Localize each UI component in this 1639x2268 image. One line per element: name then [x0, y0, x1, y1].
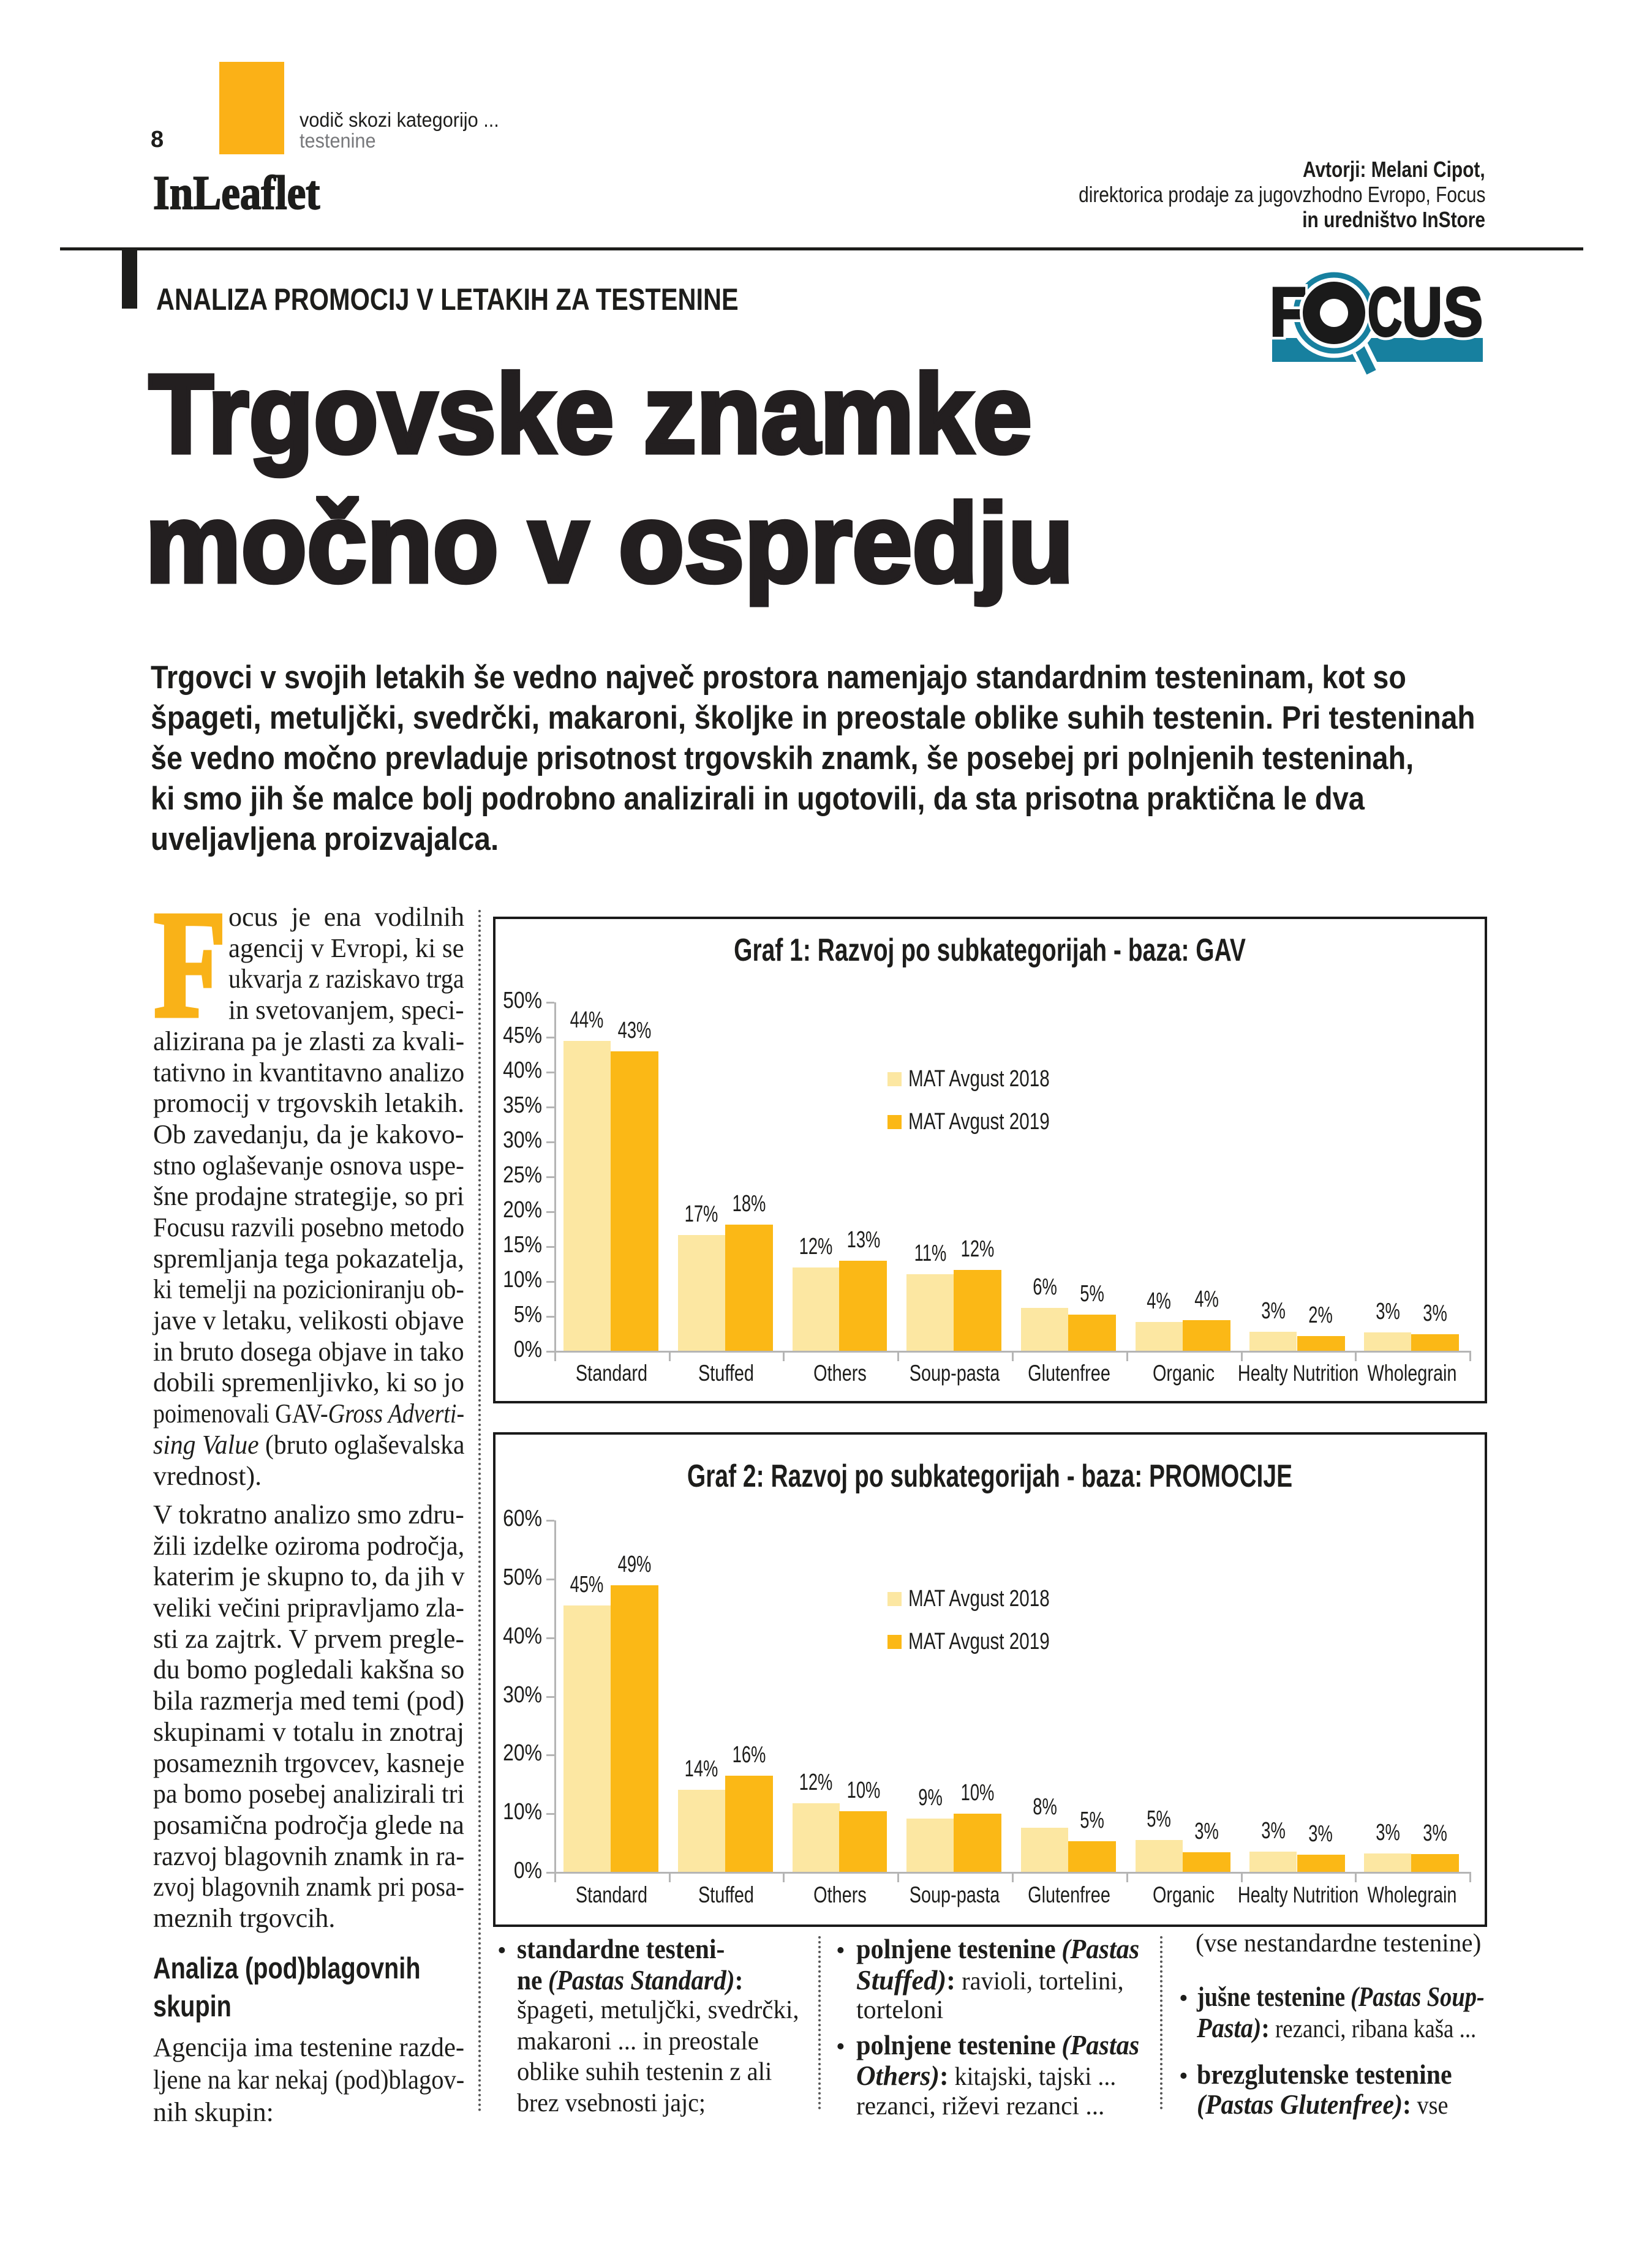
- svg-text:S: S: [1444, 274, 1483, 350]
- svg-text:C: C: [1368, 274, 1402, 350]
- svg-text:S: S: [1444, 274, 1483, 350]
- svg-text:U: U: [1402, 274, 1442, 350]
- svg-text:U: U: [1402, 274, 1442, 350]
- svg-text:C: C: [1368, 274, 1402, 350]
